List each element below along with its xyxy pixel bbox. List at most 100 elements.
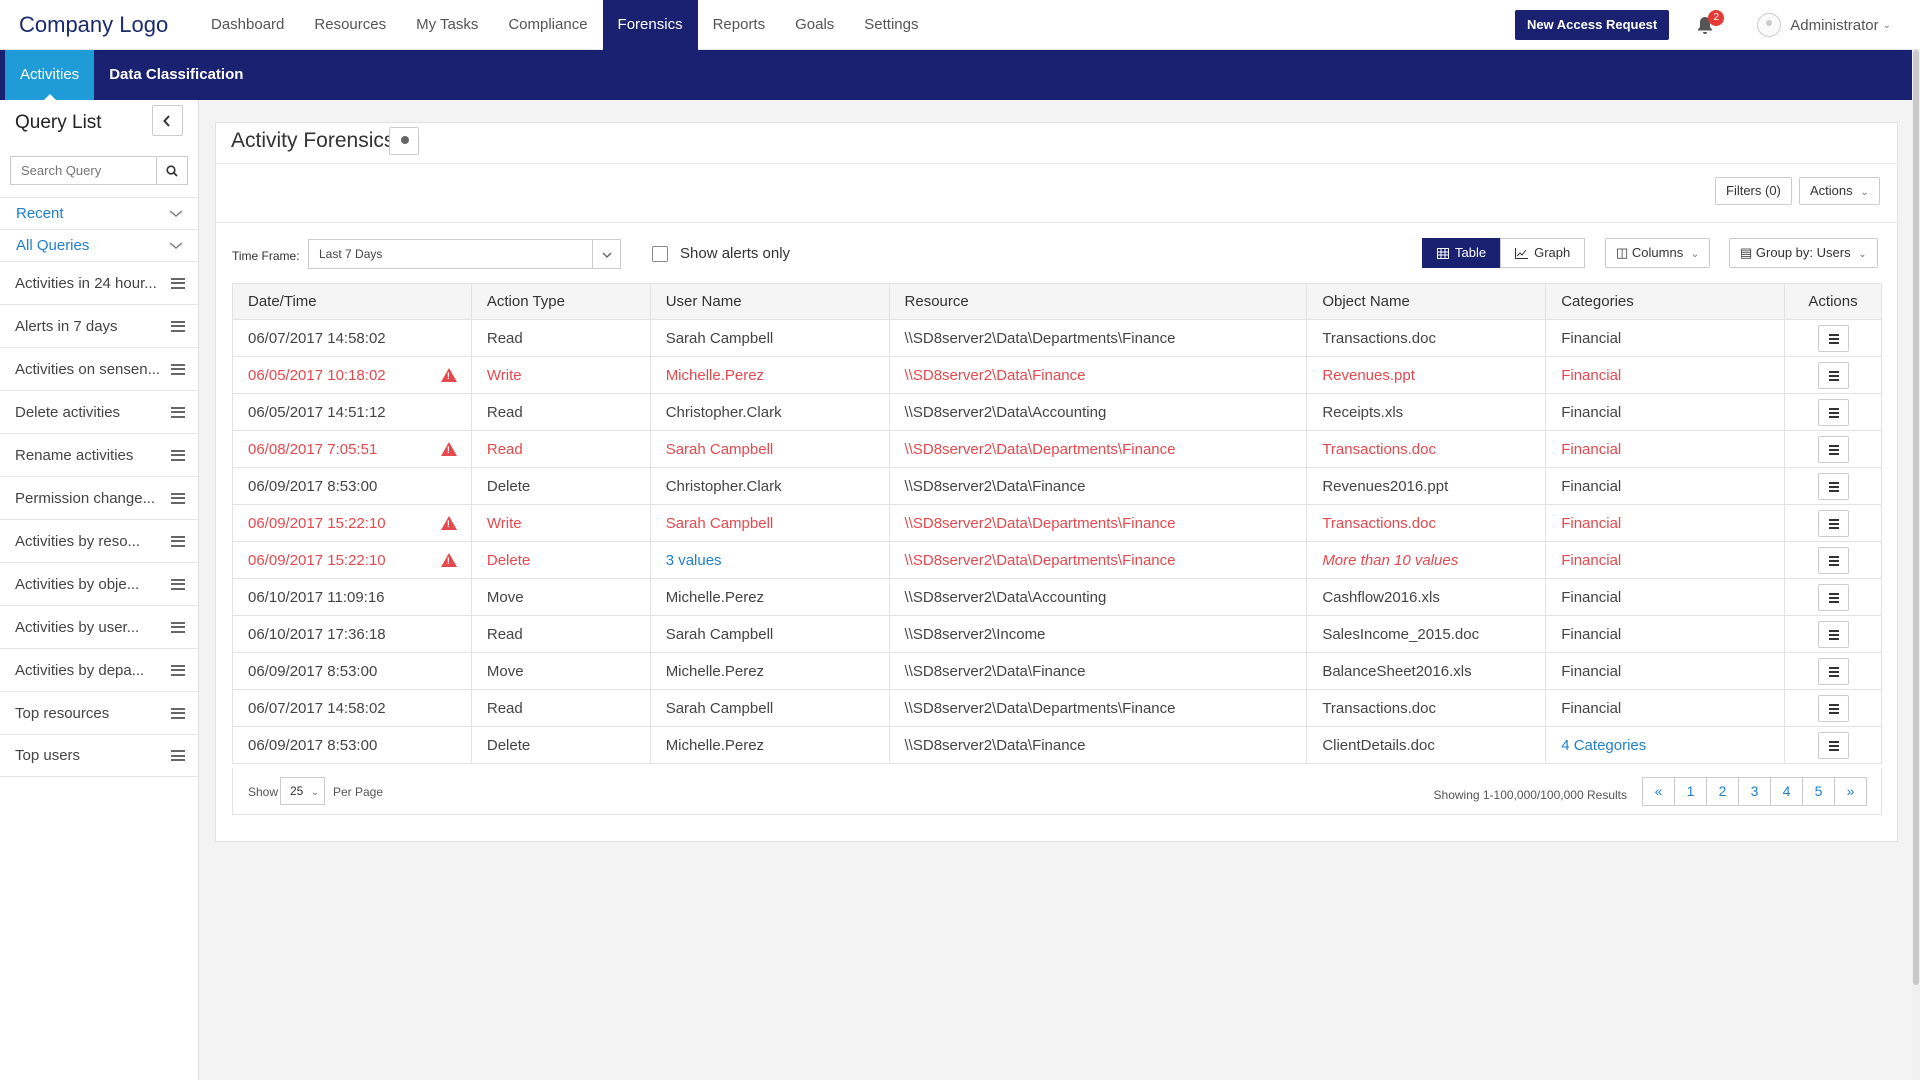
per-page-select[interactable]: 25 ⌄: [280, 777, 325, 805]
row-actions-button[interactable]: [1817, 694, 1849, 722]
page-button[interactable]: 5: [1802, 777, 1835, 806]
page-scrollbar[interactable]: [1912, 50, 1920, 1080]
query-item[interactable]: Activities by depa...: [0, 648, 199, 691]
nav-item-goals[interactable]: Goals: [795, 15, 835, 33]
row-actions-button[interactable]: [1817, 361, 1849, 389]
row-actions-button[interactable]: [1817, 731, 1849, 759]
nav-item-resources[interactable]: Resources: [314, 15, 387, 33]
cell-user-name-text[interactable]: 3 values: [665, 551, 722, 569]
row-actions-button[interactable]: [1817, 472, 1849, 500]
query-item[interactable]: Delete activities: [0, 390, 199, 433]
column-header[interactable]: Actions: [1784, 283, 1882, 320]
tab-data-classification[interactable]: Data Classification: [109, 66, 244, 83]
menu-icon[interactable]: [171, 664, 185, 676]
notifications-button[interactable]: 2: [1695, 10, 1725, 38]
tab-activities[interactable]: Activities: [5, 50, 95, 100]
page-next-button[interactable]: »: [1834, 777, 1867, 806]
table-view-button[interactable]: Table: [1422, 238, 1502, 268]
info-button[interactable]: [389, 127, 419, 155]
menu-icon[interactable]: [171, 406, 185, 418]
table-row[interactable]: 06/05/2017 14:51:12 Read Christopher.Clark…: [232, 393, 1882, 431]
table-row[interactable]: 06/09/2017 8:53:00 Delete Michelle.Perez \\…: [232, 726, 1882, 764]
row-actions-button[interactable]: [1817, 583, 1849, 611]
row-actions-button[interactable]: [1817, 620, 1849, 648]
menu-icon[interactable]: [171, 535, 185, 547]
filters-button[interactable]: Filters (0): [1715, 177, 1792, 205]
page-button[interactable]: 2: [1706, 777, 1739, 806]
menu-icon[interactable]: [171, 707, 185, 719]
table-row[interactable]: 06/08/2017 7:05:51 Read Sarah Campbell \\SD…: [232, 430, 1882, 468]
user-menu[interactable]: Administrator ⌄: [1757, 13, 1891, 37]
query-item[interactable]: Activities by reso...: [0, 519, 199, 562]
graph-view-button[interactable]: Graph: [1500, 238, 1586, 268]
query-item[interactable]: Permission change...: [0, 476, 199, 519]
table-row[interactable]: 06/09/2017 15:22:10 Delete 3 values \\SD8se…: [232, 541, 1882, 579]
timeframe-select[interactable]: Last 7 Days: [308, 239, 621, 269]
nav-item-reports[interactable]: Reports: [712, 15, 766, 33]
row-actions-button[interactable]: [1817, 398, 1849, 426]
menu-icon[interactable]: [171, 750, 185, 761]
search-button[interactable]: [156, 157, 187, 184]
table-row[interactable]: 06/10/2017 17:36:18 Read Sarah Campbell \\S…: [232, 615, 1882, 653]
menu-icon[interactable]: [171, 320, 185, 332]
nav-item-settings[interactable]: Settings: [864, 15, 919, 33]
query-item[interactable]: Activities on sensen...: [0, 347, 199, 390]
query-item[interactable]: Top resources: [0, 691, 199, 734]
top-right-bar: New Access Request 2 Administrator ⌄: [1514, 0, 1920, 50]
row-actions-button[interactable]: [1817, 324, 1849, 352]
cell-category: Financial: [1545, 319, 1785, 357]
column-header[interactable]: Object Name: [1306, 283, 1547, 320]
table-row[interactable]: 06/05/2017 10:18:02 Write Michelle.Perez \\…: [232, 356, 1882, 394]
query-item[interactable]: Activities by obje...: [0, 562, 199, 605]
column-header[interactable]: Resource: [888, 283, 1308, 320]
columns-dropdown[interactable]: ◫ Columns ⌄: [1605, 238, 1711, 268]
column-header[interactable]: Categories: [1545, 283, 1785, 320]
column-header[interactable]: Action Type: [470, 283, 651, 320]
column-header[interactable]: Date/Time: [232, 283, 472, 320]
table-row[interactable]: 06/07/2017 14:58:02 Read Sarah Campbell \\S…: [232, 319, 1882, 357]
query-item[interactable]: Top users: [0, 734, 199, 777]
query-item[interactable]: Alerts in 7 days: [0, 304, 199, 347]
company-logo[interactable]: Company Logo: [19, 11, 169, 37]
group-recent[interactable]: Recent: [0, 197, 199, 229]
menu-icon[interactable]: [171, 363, 185, 375]
column-header[interactable]: User Name: [649, 283, 890, 320]
search-query-input[interactable]: [11, 157, 156, 184]
table-row[interactable]: 06/10/2017 11:09:16 Move Michelle.Perez \\S…: [232, 578, 1882, 616]
page-button[interactable]: 3: [1738, 777, 1771, 806]
page-prev-button[interactable]: «: [1642, 777, 1675, 806]
page-button[interactable]: 4: [1770, 777, 1803, 806]
query-item[interactable]: Rename activities: [0, 433, 199, 476]
group-all-queries[interactable]: All Queries: [0, 229, 199, 261]
page-button[interactable]: 1: [1674, 777, 1707, 806]
group-by-dropdown[interactable]: ▤ Group by: Users ⌄: [1729, 238, 1878, 268]
nav-item-dashboard[interactable]: Dashboard: [211, 15, 285, 33]
collapse-sidebar-button[interactable]: [152, 105, 183, 136]
new-access-request-button[interactable]: New Access Request: [1514, 10, 1670, 40]
row-actions-button[interactable]: [1817, 509, 1849, 537]
cell-category-text[interactable]: 4 Categories: [1561, 736, 1647, 754]
query-item[interactable]: Activities by user...: [0, 605, 199, 648]
row-actions-button[interactable]: [1817, 435, 1849, 463]
table-row[interactable]: 06/09/2017 15:22:10 Write Sarah Campbell \\…: [232, 504, 1882, 542]
scrollbar-thumb[interactable]: [1913, 50, 1919, 985]
menu-icon[interactable]: [171, 578, 185, 590]
menu-icon[interactable]: [171, 277, 185, 289]
nav-item-compliance[interactable]: Compliance: [508, 15, 588, 33]
table-row[interactable]: 06/09/2017 8:53:00 Delete Christopher.Clar…: [232, 467, 1882, 505]
table-row[interactable]: 06/09/2017 8:53:00 Move Michelle.Perez \\SD…: [232, 652, 1882, 690]
nav-item-forensics[interactable]: Forensics: [602, 0, 698, 50]
menu-icon[interactable]: [171, 492, 185, 504]
query-item-label: Activities by user...: [15, 618, 140, 636]
actions-dropdown[interactable]: Actions ⌄: [1799, 177, 1880, 205]
nav-item-my-tasks[interactable]: My Tasks: [416, 15, 479, 33]
query-item[interactable]: Activities in 24 hour...: [0, 261, 199, 304]
row-actions-button[interactable]: [1817, 546, 1849, 574]
row-actions-button[interactable]: [1817, 657, 1849, 685]
menu-icon[interactable]: [171, 449, 185, 461]
menu-icon[interactable]: [171, 621, 185, 633]
cell-category-text: Financial: [1561, 551, 1622, 569]
show-alerts-only-checkbox[interactable]: [652, 246, 668, 262]
cell-datetime: 06/09/2017 8:53:00: [232, 726, 472, 764]
table-row[interactable]: 06/07/2017 14:58:02 Read Sarah Campbell \\S…: [232, 689, 1882, 727]
